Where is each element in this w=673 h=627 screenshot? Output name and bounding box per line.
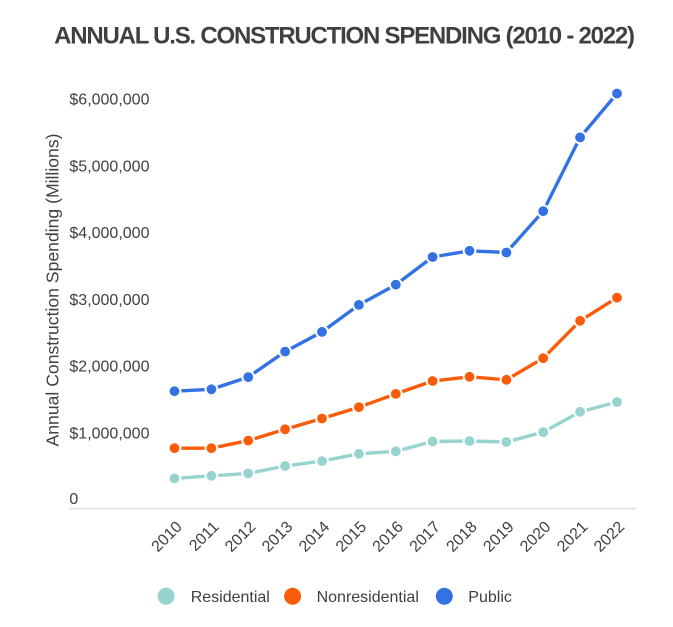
svg-text:$1,000,000: $1,000,000 <box>69 425 149 442</box>
svg-text:$6,000,000: $6,000,000 <box>69 92 149 109</box>
svg-text:0: 0 <box>69 491 78 508</box>
svg-text:$5,000,000: $5,000,000 <box>69 158 149 175</box>
svg-text:Residential: Residential <box>191 589 270 606</box>
svg-text:Annual Construction Spending (: Annual Construction Spending (Millions) <box>43 134 63 447</box>
svg-text:$4,000,000: $4,000,000 <box>69 225 149 242</box>
svg-text:Public: Public <box>468 589 512 606</box>
svg-text:ANNUAL U.S. CONSTRUCTION SPEND: ANNUAL U.S. CONSTRUCTION SPENDING (2010 … <box>54 22 634 49</box>
svg-text:$3,000,000: $3,000,000 <box>69 292 149 309</box>
svg-text:Nonresidential: Nonresidential <box>317 589 419 606</box>
svg-text:$2,000,000: $2,000,000 <box>69 359 149 376</box>
